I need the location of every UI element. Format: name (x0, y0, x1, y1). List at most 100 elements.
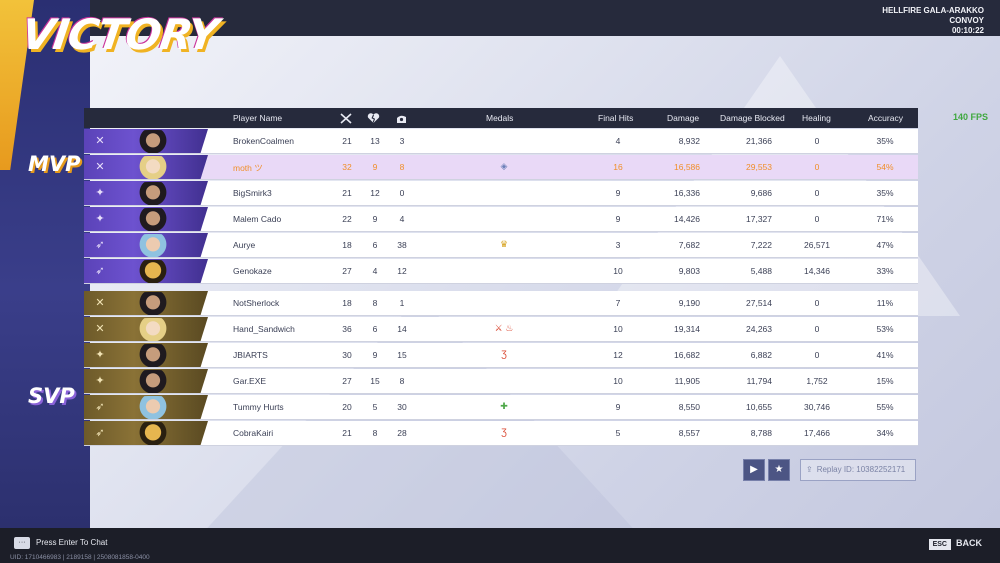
shield-medal-icon: ◈ (500, 161, 508, 171)
table-row[interactable]: ✦ BigSmirk3 21 12 0 9 16,336 9,686 0 35% (84, 181, 918, 206)
player-name[interactable]: NotSherlock (233, 298, 280, 308)
healing: 0 (814, 214, 820, 224)
damage: 16,586 (674, 162, 700, 172)
damage-blocked: 7,222 (750, 240, 772, 250)
table-row[interactable]: ➶ Aurye 18 6 38 ♛ 3 7,682 7,222 26,571 4… (84, 233, 918, 258)
player-name[interactable]: Malem Cado (233, 214, 282, 224)
player-name[interactable]: Gar.EXE (233, 376, 267, 386)
accuracy: 41% (876, 350, 894, 360)
deaths: 12 (370, 188, 380, 198)
scoreboard-header: Player Name Medals Final Hits Damage Dam… (84, 108, 918, 128)
player-name[interactable]: Aurye (233, 240, 256, 250)
hero-avatar (130, 130, 176, 153)
player-name[interactable]: JBIARTS (233, 350, 268, 360)
player-name[interactable]: BrokenCoalmen (233, 136, 294, 146)
crown-medal-icon: ♛ (499, 239, 509, 249)
replay-id-button[interactable]: ⇪ Replay ID: 10382252171 (800, 459, 916, 481)
hero-avatar (130, 396, 176, 419)
play-replay-button[interactable]: ▶ (743, 459, 765, 481)
strategist-role-icon: ➶ (95, 401, 105, 413)
player-name[interactable]: BigSmirk3 (233, 188, 272, 198)
kills: 30 (342, 350, 352, 360)
final-hits: 9 (615, 214, 621, 224)
assists: 1 (399, 298, 405, 308)
healing: 0 (814, 324, 820, 334)
accuracy: 55% (876, 402, 894, 412)
damage: 14,426 (674, 214, 700, 224)
strategist-role-icon: ➶ (95, 265, 105, 277)
final-hits: 5 (615, 428, 621, 438)
table-row-self[interactable]: ✕ moth ツ 32 9 8 ◈ 16 16,586 29,553 0 54% (84, 155, 918, 180)
damage-blocked: 17,327 (746, 214, 772, 224)
header-medals: Medals (486, 113, 514, 123)
table-row[interactable]: ✕ Hand_Sandwich 36 6 14 ⚔ ♨ 10 19,314 24… (84, 317, 918, 342)
hero-avatar (130, 260, 176, 283)
accuracy: 35% (876, 188, 894, 198)
favorite-button[interactable]: ★ (768, 459, 790, 481)
accuracy: 33% (876, 266, 894, 276)
hero-portrait: ➶ (84, 421, 208, 445)
deaths: 6 (372, 324, 378, 334)
table-row[interactable]: ➶ Tummy Hurts 20 5 30 ✚ 9 8,550 10,655 3… (84, 395, 918, 420)
table-row[interactable]: ✦ Gar.EXE 27 15 8 10 11,905 11,794 1,752… (84, 369, 918, 394)
assists: 38 (397, 240, 407, 250)
kills: 32 (342, 162, 352, 172)
assists: 30 (397, 402, 407, 412)
back-button[interactable]: ESC BACK (928, 538, 982, 550)
table-row[interactable]: ➶ CobraKairi 21 8 28 Ʒ 5 8,557 8,788 17,… (84, 421, 918, 446)
streak-medal-icon: Ʒ (501, 349, 507, 359)
hero-portrait: ✦ (84, 369, 208, 393)
assist-hand-icon (395, 113, 408, 126)
header-player-name: Player Name (233, 113, 283, 123)
table-row[interactable]: ✕ NotSherlock 18 8 1 7 9,190 27,514 0 11… (84, 291, 918, 316)
damage-blocked: 24,263 (746, 324, 772, 334)
damage: 16,682 (674, 350, 700, 360)
assists: 4 (399, 214, 405, 224)
star-icon: ★ (774, 464, 784, 475)
kills: 21 (342, 188, 352, 198)
healing: 0 (814, 350, 820, 360)
crossed-swords-icon (340, 113, 352, 126)
deaths: 9 (372, 214, 378, 224)
damage: 19,314 (674, 324, 700, 334)
final-hits: 10 (613, 266, 623, 276)
hero-portrait: ➶ (84, 233, 208, 257)
damage: 8,550 (678, 402, 700, 412)
player-name[interactable]: moth ツ (233, 163, 263, 173)
replay-id-label: Replay ID: 10382252171 (816, 465, 906, 474)
final-hits: 10 (613, 324, 623, 334)
damage-blocked: 9,686 (750, 188, 772, 198)
player-name[interactable]: CobraKairi (233, 428, 274, 438)
hero-portrait: ✕ (84, 317, 208, 341)
chat-prompt[interactable]: ··· Press Enter To Chat (14, 537, 107, 549)
accuracy: 11% (876, 298, 894, 308)
chat-bubble-icon: ··· (14, 537, 30, 549)
hero-avatar (130, 422, 176, 445)
healing: 0 (814, 188, 820, 198)
table-row[interactable]: ➶ Genokaze 27 4 12 10 9,803 5,488 14,346… (84, 259, 918, 284)
hero-portrait: ✦ (84, 343, 208, 367)
match-info: HELLFIRE GALA-ARAKKO CONVOY 00:10:22 (882, 6, 984, 36)
game-mode: CONVOY (949, 16, 984, 25)
deaths: 8 (372, 298, 378, 308)
deaths: 5 (372, 402, 378, 412)
assists: 15 (397, 350, 407, 360)
player-name[interactable]: Hand_Sandwich (233, 324, 295, 334)
chat-prompt-label: Press Enter To Chat (36, 538, 108, 548)
final-hits: 7 (615, 298, 621, 308)
map-name: HELLFIRE GALA-ARAKKO (882, 6, 984, 15)
player-name[interactable]: Tummy Hurts (233, 402, 284, 412)
damage-blocked: 6,882 (750, 350, 772, 360)
damage-blocked: 21,366 (746, 136, 772, 146)
table-row[interactable]: ✦ Malem Cado 22 9 4 9 14,426 17,327 0 71… (84, 207, 918, 232)
damage: 16,336 (674, 188, 700, 198)
table-row[interactable]: ✕ BrokenCoalmen 21 13 3 4 8,932 21,366 0… (84, 129, 918, 154)
vanguard-role-icon: ✕ (95, 161, 105, 173)
player-name[interactable]: Genokaze (233, 266, 272, 276)
share-icon: ⇪ (806, 465, 813, 474)
table-row[interactable]: ✦ JBIARTS 30 9 15 Ʒ 12 16,682 6,882 0 41… (84, 343, 918, 368)
final-hits: 3 (615, 240, 621, 250)
damage: 8,557 (678, 428, 700, 438)
header-damage: Damage (667, 113, 700, 123)
scoreboard-table: Player Name Medals Final Hits Damage Dam… (84, 108, 918, 446)
